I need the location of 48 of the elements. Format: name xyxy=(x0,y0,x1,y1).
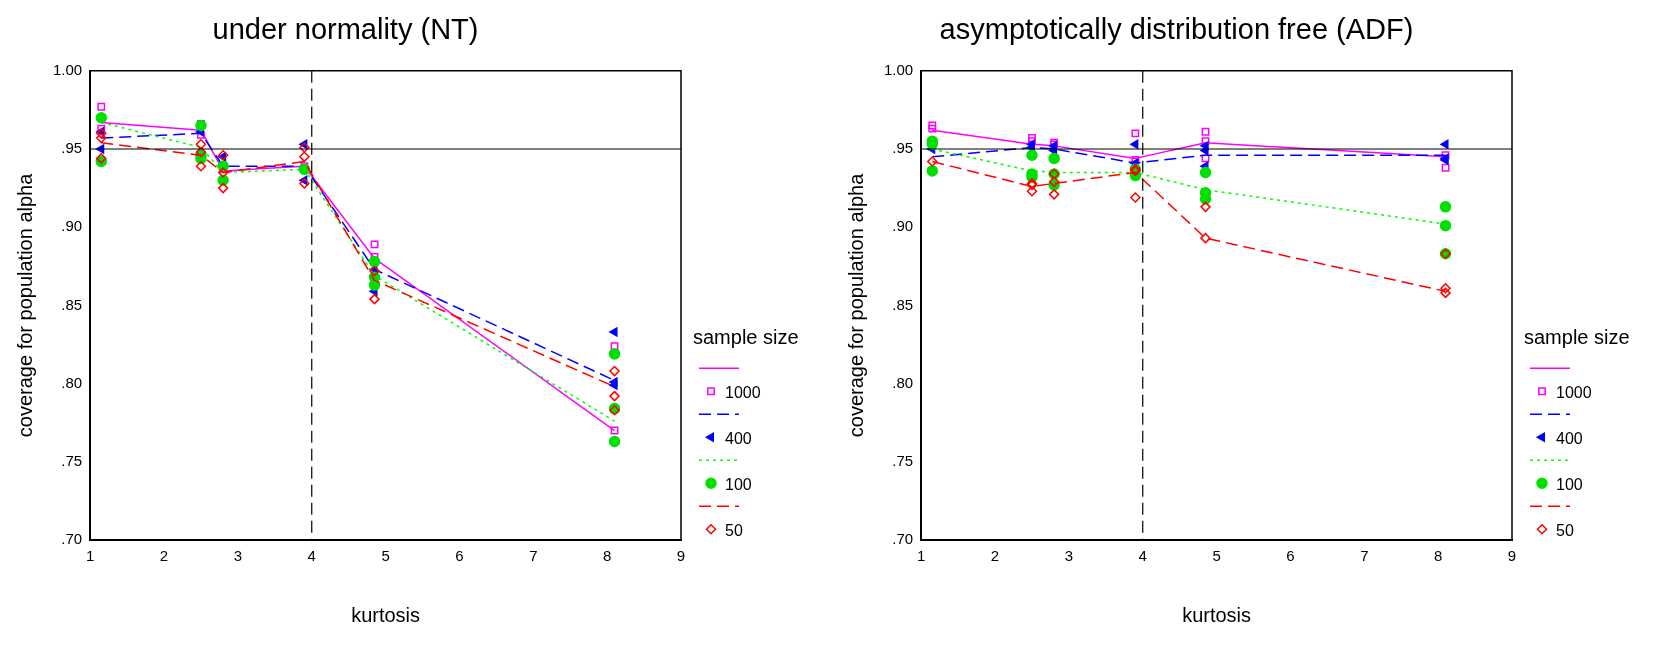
chart-title: asymptotically distribution free (ADF) xyxy=(939,13,1414,46)
y-tick-label: .75 xyxy=(892,451,914,469)
legend-label: 100 xyxy=(1556,475,1583,493)
y-tick-label: .90 xyxy=(61,217,83,235)
x-tick-label: 5 xyxy=(1212,547,1221,565)
y-axis-title: coverage for population alpha xyxy=(844,172,867,438)
x-axis-title: kurtosis xyxy=(351,603,421,626)
legend-label: 1000 xyxy=(725,383,761,401)
y-tick-label: .95 xyxy=(892,139,914,157)
x-tick-label: 2 xyxy=(990,547,1000,565)
x-tick-label: 3 xyxy=(233,547,243,565)
legend-label: 400 xyxy=(1556,429,1583,447)
x-tick-label: 9 xyxy=(1507,547,1517,565)
y-axis-title: coverage for population alpha xyxy=(13,172,36,438)
legend-title: sample size xyxy=(1524,325,1630,348)
y-tick-label: .70 xyxy=(61,530,83,548)
legend-label: 400 xyxy=(725,429,752,447)
y-tick-label: 1.00 xyxy=(52,60,83,78)
legend-label: 50 xyxy=(725,521,743,539)
y-tick-label: .80 xyxy=(61,373,83,391)
y-tick-label: .70 xyxy=(892,530,914,548)
x-tick-label: 3 xyxy=(1064,547,1074,565)
y-tick-label: .85 xyxy=(61,295,83,313)
y-tick-label: .85 xyxy=(892,295,914,313)
legend-label: 1000 xyxy=(1556,383,1592,401)
y-tick-label: 1.00 xyxy=(883,60,914,78)
x-tick-label: 1 xyxy=(86,547,95,565)
x-tick-label: 1 xyxy=(917,547,926,565)
x-tick-label: 4 xyxy=(1138,547,1147,565)
legend-title: sample size xyxy=(693,325,799,348)
x-tick-label: 8 xyxy=(602,547,612,565)
x-tick-label: 6 xyxy=(1286,547,1295,565)
x-tick-label: 7 xyxy=(1360,547,1369,565)
x-tick-label: 9 xyxy=(676,547,686,565)
legend-label: 100 xyxy=(725,475,752,493)
chart-title: under normality (NT) xyxy=(212,13,479,46)
y-tick-label: .90 xyxy=(892,217,914,235)
x-tick-label: 4 xyxy=(307,547,316,565)
y-tick-label: .75 xyxy=(61,451,83,469)
y-tick-label: .80 xyxy=(892,373,914,391)
x-tick-label: 7 xyxy=(529,547,538,565)
y-tick-label: .95 xyxy=(61,139,83,157)
x-tick-label: 8 xyxy=(1433,547,1443,565)
x-tick-label: 5 xyxy=(381,547,390,565)
legend-label: 50 xyxy=(1556,521,1574,539)
x-tick-label: 2 xyxy=(159,547,169,565)
x-axis-title: kurtosis xyxy=(1182,603,1252,626)
x-tick-label: 6 xyxy=(455,547,464,565)
